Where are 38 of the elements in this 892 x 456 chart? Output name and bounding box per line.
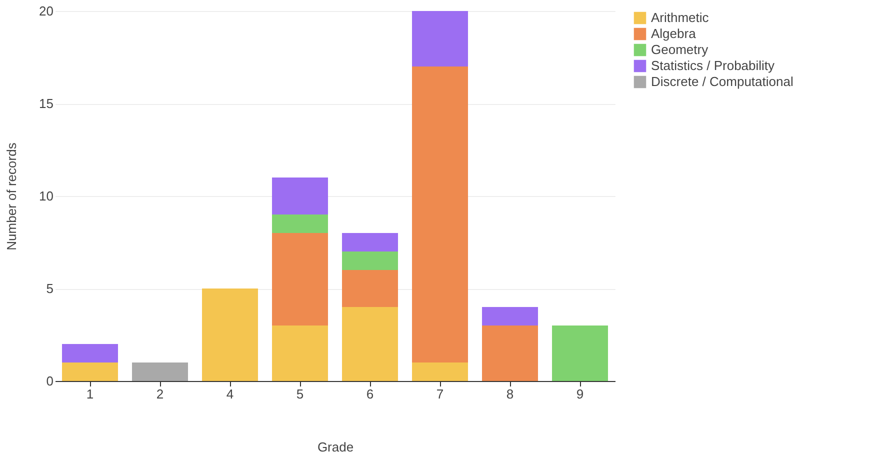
x-tick-label: 4: [226, 386, 234, 402]
legend-label: Geometry: [651, 42, 709, 57]
bar: [342, 252, 398, 270]
bar: [202, 288, 258, 381]
x-tick-label: 1: [86, 386, 94, 402]
y-tick-label: 15: [39, 96, 54, 111]
bar: [552, 326, 608, 381]
bar: [272, 326, 328, 381]
x-tick-label: 5: [296, 386, 304, 402]
bar: [272, 233, 328, 326]
y-tick-label: 0: [46, 374, 54, 388]
legend-label: Algebra: [651, 26, 697, 41]
bar: [272, 178, 328, 214]
y-axis-title: Number of records: [4, 142, 20, 250]
y-tick-label: 5: [46, 281, 54, 296]
x-axis-title: Grade: [317, 440, 354, 454]
x-tick-label: 2: [156, 386, 164, 402]
y-tick-label: 10: [39, 188, 54, 204]
bar: [412, 66, 468, 362]
legend-label: Discrete / Computational: [651, 74, 794, 89]
bar: [62, 362, 118, 381]
bar: [132, 362, 188, 381]
bar: [342, 233, 398, 252]
bar: [482, 307, 538, 326]
bar: [342, 270, 398, 307]
x-tick-label: 8: [506, 386, 514, 402]
legend-label: Statistics / Probability: [651, 58, 776, 73]
bar: [482, 326, 538, 381]
x-tick-label: 6: [366, 386, 374, 402]
bar: [62, 344, 118, 362]
bar: [272, 214, 328, 233]
bar: [342, 307, 398, 381]
x-tick-label: 7: [436, 386, 444, 402]
x-tick-label: 9: [576, 386, 584, 402]
legend-label: Arithmetic: [651, 10, 710, 25]
bar: [412, 11, 468, 66]
bar: [412, 362, 468, 381]
y-tick-label: 20: [39, 4, 54, 18]
